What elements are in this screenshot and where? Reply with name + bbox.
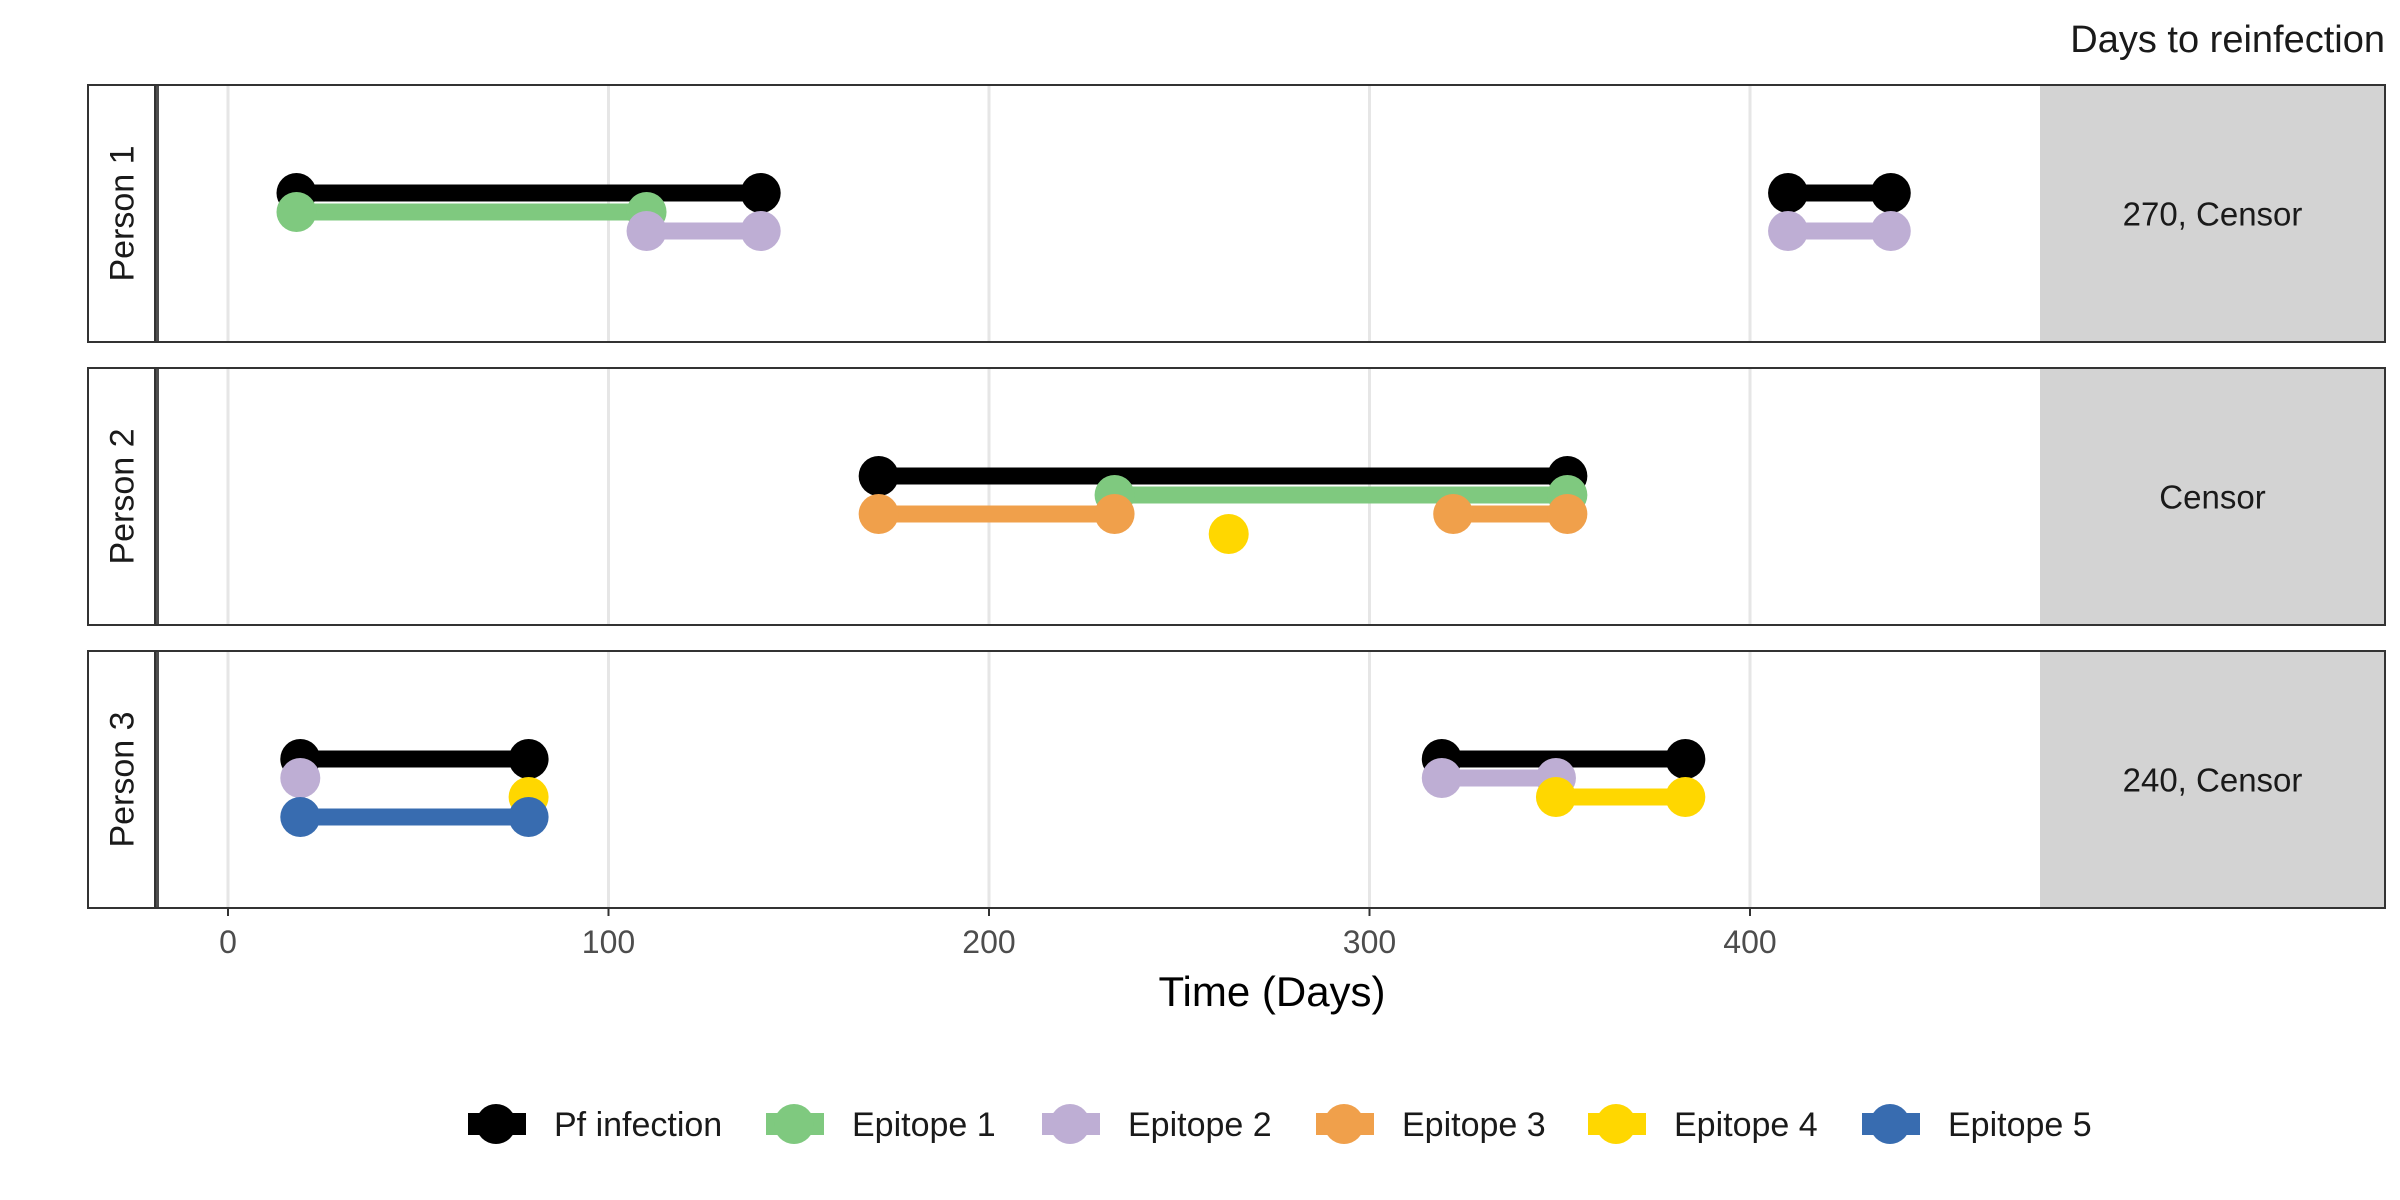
side-title: Days to reinfection [2070,19,2385,61]
facet-panel-3: Person 3 240, Censor [87,650,2386,909]
legend-label: Epitope 5 [1948,1106,2092,1144]
point-epitope-3 [1094,494,1135,534]
point-epitope-1 [276,192,317,232]
x-tick-label: 0 [219,924,237,960]
panel-border [154,650,2386,909]
point-epitope-2 [1870,211,1911,251]
point-pf-infection [1768,173,1809,213]
point-epitope-2 [280,758,321,798]
legend-item-epitope-1: Epitope 1 [766,1104,996,1144]
legend-swatch-point [774,1104,814,1144]
facet-strip-label: Person 2 [104,428,142,564]
legend-item-epitope-2: Epitope 2 [1042,1104,1272,1144]
censor-annotation: Censor [2159,479,2265,516]
legend-swatch-point [1870,1104,1910,1144]
point-pf-infection [1870,173,1911,213]
x-tick-label: 100 [582,924,635,960]
point-epitope-2 [1768,211,1809,251]
facet-strip [87,84,156,343]
point-epitope-2 [626,211,667,251]
point-epitope-3 [1547,494,1588,534]
point-epitope-5 [508,797,549,837]
censor-annotation: 270, Censor [2123,196,2303,233]
series-layer [280,739,1706,837]
censor-box [2040,651,2385,908]
point-epitope-3 [1433,494,1474,534]
legend-swatch-point [1324,1104,1364,1144]
point-pf-infection [508,739,549,779]
facet-panel-1: Person 1 270, Censor [87,84,2386,343]
series-layer [858,456,1588,554]
panel-border [154,84,2386,343]
point-epitope-4 [1208,514,1249,554]
x-axis-title: Time (Days) [1158,968,1385,1015]
censor-box [2040,368,2385,625]
legend: Pf infection Epitope 1 Epitope 2 Epitope 3 E… [468,1104,2092,1144]
legend-item-epitope-3: Epitope 3 [1316,1104,1546,1144]
point-epitope-2 [740,211,781,251]
panel-border [154,367,2386,626]
point-epitope-4 [1535,777,1576,817]
point-epitope-3 [858,494,899,534]
x-tick-label: 400 [1723,924,1776,960]
facet-panel-2: Person 2 Censor [87,367,2386,626]
point-epitope-4 [1665,777,1706,817]
legend-swatch-point [1050,1104,1090,1144]
legend-item-epitope-5: Epitope 5 [1862,1104,2092,1144]
legend-label: Epitope 2 [1128,1106,1272,1144]
point-epitope-2 [1421,758,1462,798]
legend-label: Epitope 3 [1402,1106,1546,1144]
facet-strip-label: Person 3 [104,711,142,847]
facet-strip [87,367,156,626]
x-tick-label: 300 [1343,924,1396,960]
censor-annotation: 240, Censor [2123,762,2303,799]
point-epitope-5 [280,797,321,837]
censor-box [2040,85,2385,342]
legend-swatch-point [1596,1104,1636,1144]
legend-label: Epitope 1 [852,1106,996,1144]
legend-item-epitope-4: Epitope 4 [1588,1104,1818,1144]
facet-strip [87,650,156,909]
x-axis: 0 100 200 300 400 [219,908,1777,960]
x-tick-label: 200 [962,924,1015,960]
legend-label: Epitope 4 [1674,1106,1818,1144]
point-pf-infection [740,173,781,213]
legend-label: Pf infection [554,1106,722,1144]
point-pf-infection [1665,739,1706,779]
series-layer [276,173,1911,251]
point-pf-infection [858,456,899,496]
legend-swatch-point [476,1104,516,1144]
legend-item-pf-infection: Pf infection [468,1104,722,1144]
facet-strip-label: Person 1 [104,145,142,281]
